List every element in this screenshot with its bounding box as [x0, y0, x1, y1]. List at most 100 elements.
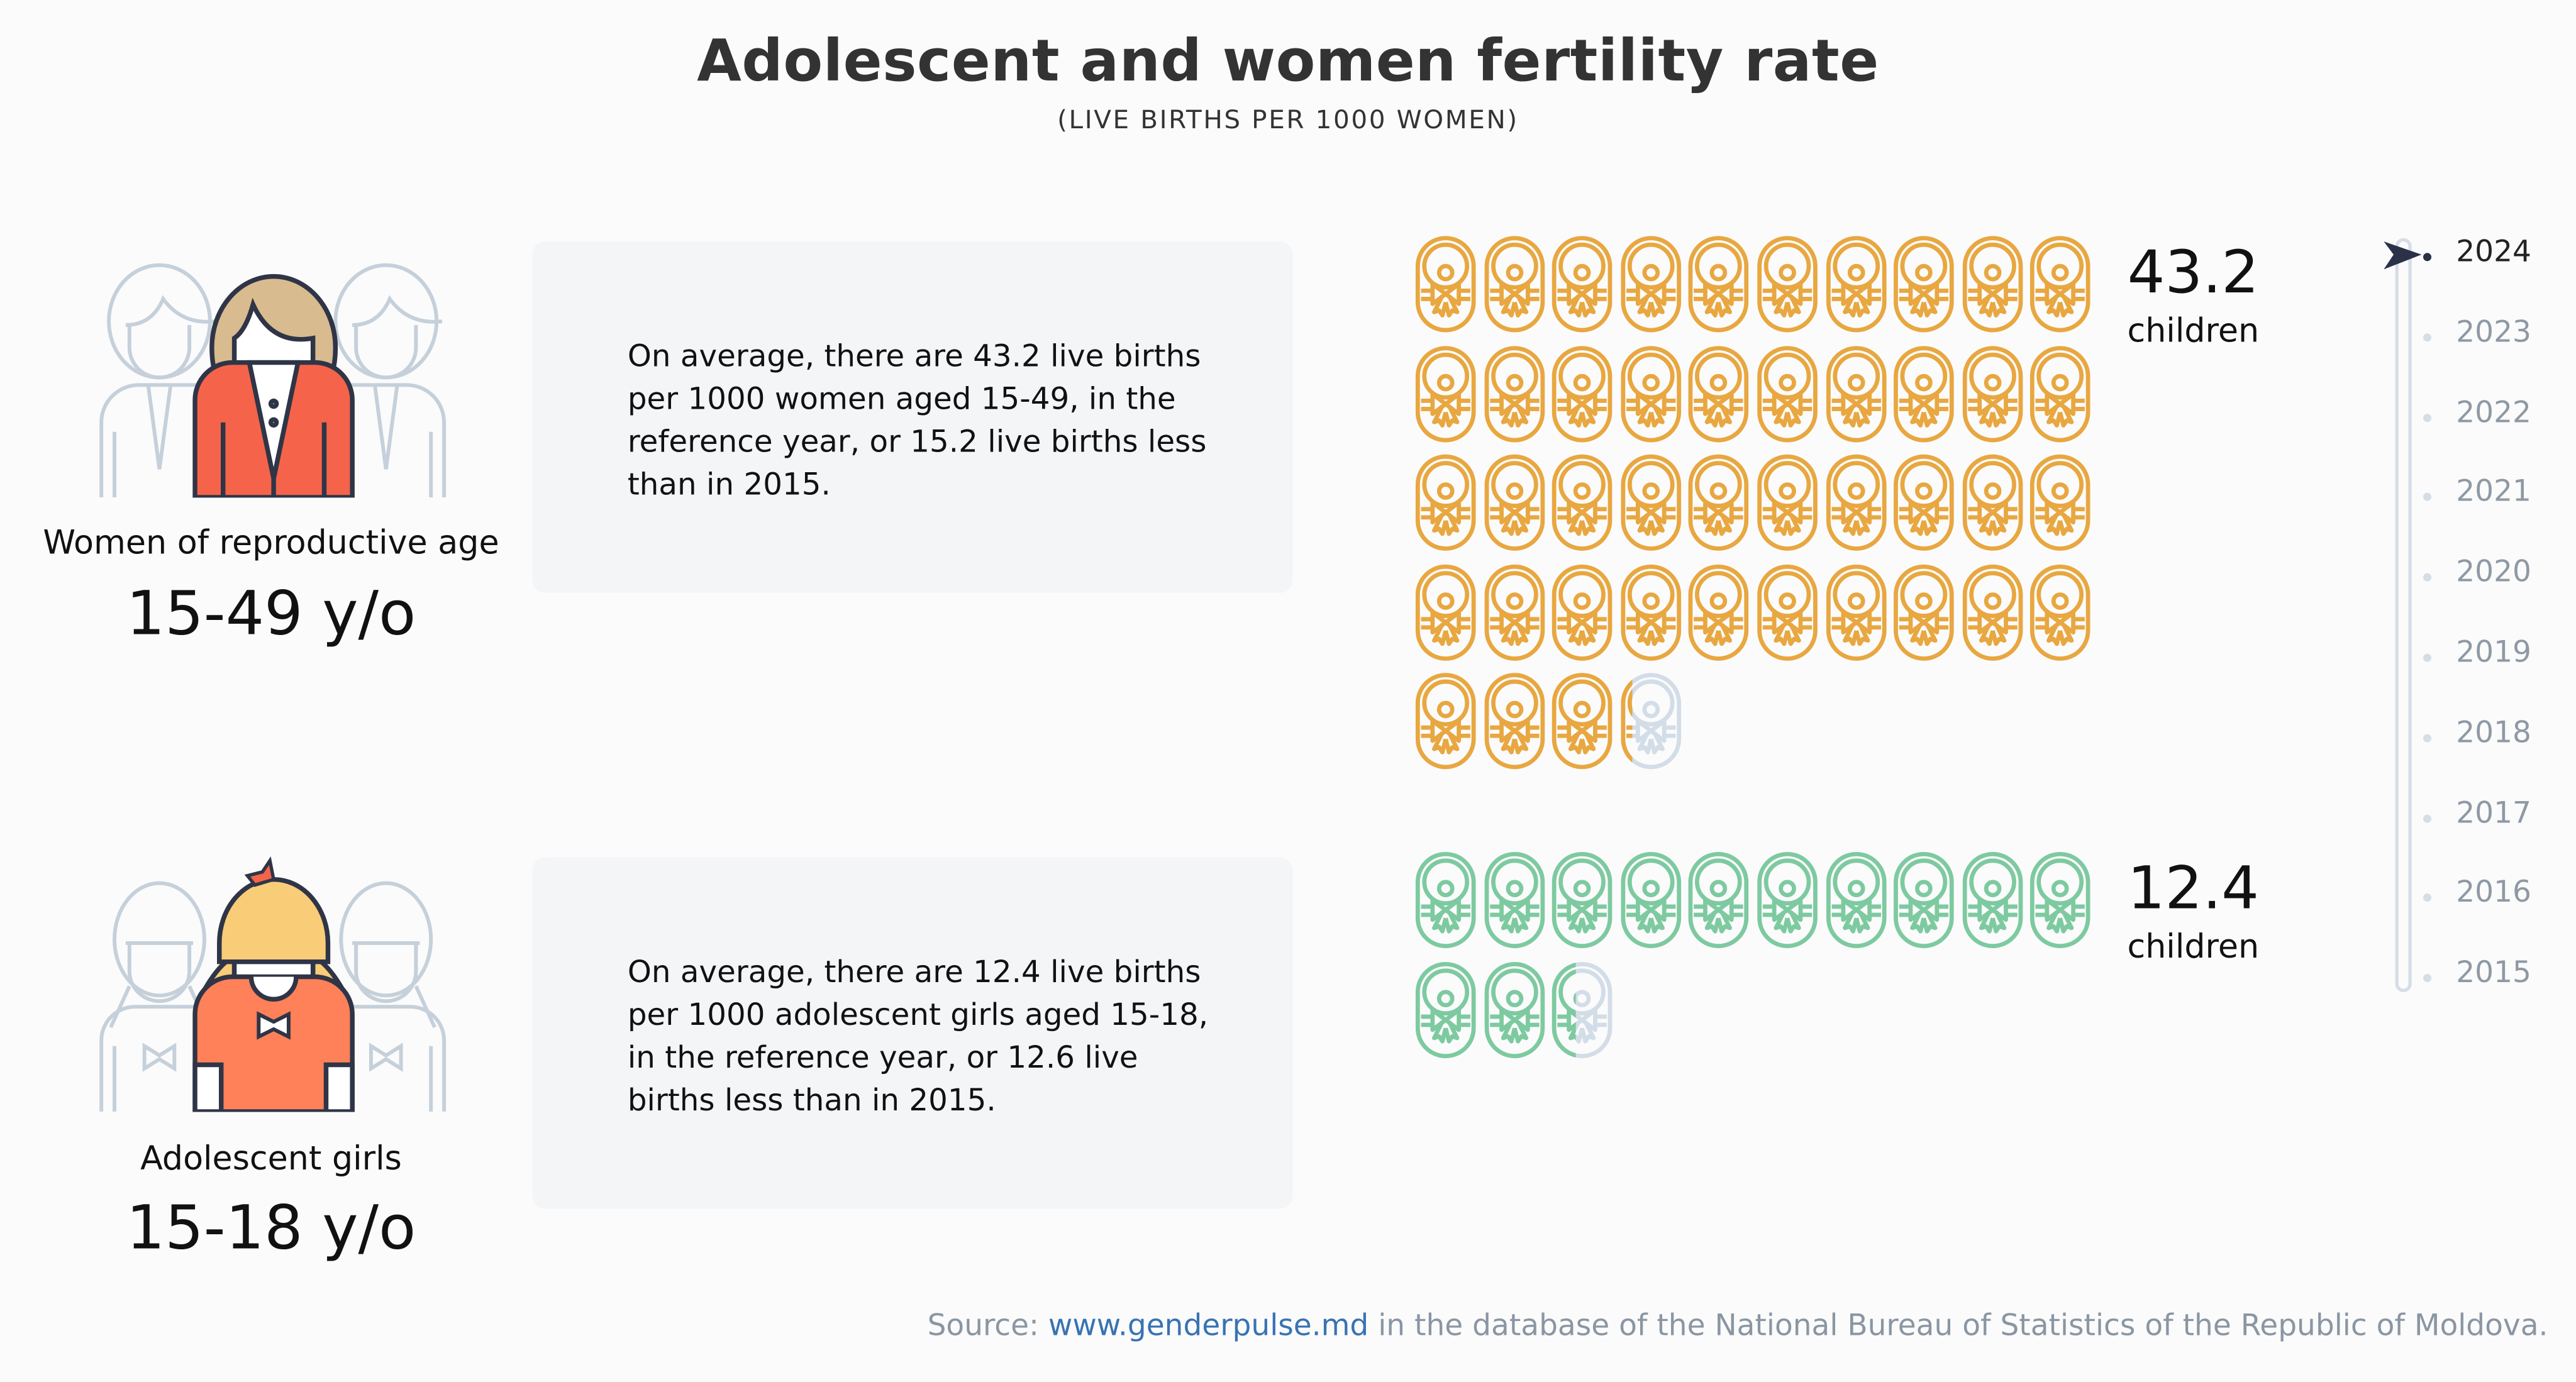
- baby-icon: [1757, 454, 1818, 551]
- baby-icon: [1825, 563, 1886, 660]
- source-note: Source: www.genderpulse.md in the databa…: [928, 1309, 2548, 1344]
- baby-icon: [1620, 851, 1681, 949]
- timeline-year-2022[interactable]: 2022: [2456, 395, 2531, 430]
- baby-icon: [1689, 563, 1750, 660]
- baby-icon: [2030, 236, 2091, 333]
- baby-icon: [1894, 851, 1955, 949]
- timeline-year-2017[interactable]: 2017: [2456, 795, 2531, 831]
- timeline-year-2021[interactable]: 2021: [2456, 475, 2531, 510]
- timeline-year-2020[interactable]: 2020: [2456, 555, 2531, 590]
- baby-icon: [1415, 345, 1476, 442]
- timeline-year-2016[interactable]: 2016: [2456, 876, 2531, 911]
- timeline-dot-2022[interactable]: [2423, 413, 2432, 422]
- timeline-dot-2018[interactable]: [2423, 734, 2432, 743]
- baby-icon: [1415, 563, 1476, 660]
- baby-icon: [1484, 345, 1545, 442]
- unit-women: children: [2127, 310, 2260, 350]
- page-title: Adolescent and women fertility rate: [697, 30, 1879, 96]
- baby-icon: [1552, 851, 1613, 949]
- baby-icon: [1757, 345, 1818, 442]
- baby-icon: [2030, 345, 2091, 442]
- baby-icon: [1689, 851, 1750, 949]
- baby-icon: [1962, 345, 2023, 442]
- timeline-dot-2021[interactable]: [2423, 493, 2432, 502]
- baby-icon: [1552, 345, 1613, 442]
- baby-icon: [1415, 673, 1476, 770]
- timeline-dot-2019[interactable]: [2423, 653, 2432, 662]
- baby-icon: [1962, 454, 2023, 551]
- group-age-girls: 15-18 y/o: [126, 1192, 416, 1263]
- baby-icon: [1415, 236, 1476, 333]
- baby-icon: [1894, 454, 1955, 551]
- timeline-dot-2024[interactable]: [2423, 253, 2432, 262]
- timeline-track[interactable]: [2395, 238, 2412, 992]
- baby-icon: [1620, 454, 1681, 551]
- value-girls: 12.4: [2127, 855, 2259, 924]
- baby-icon: [1620, 236, 1681, 333]
- timeline-dot-2017[interactable]: [2423, 814, 2432, 822]
- baby-icon: [1962, 563, 2023, 660]
- timeline-dot-2016[interactable]: [2423, 894, 2432, 903]
- timeline-dot-2023[interactable]: [2423, 333, 2432, 341]
- group-label-women: Women of reproductive age: [43, 522, 499, 562]
- timeline-year-2024[interactable]: 2024: [2456, 235, 2531, 270]
- source-link[interactable]: www.genderpulse.md: [1048, 1308, 1369, 1344]
- baby-icon: [1825, 345, 1886, 442]
- baby-icon: [1894, 345, 1955, 442]
- baby-icon: [1552, 236, 1613, 333]
- women-group-illustration: [99, 263, 447, 498]
- baby-icon: [1962, 236, 2023, 333]
- baby-icon: [1415, 851, 1476, 949]
- baby-icon: [1825, 236, 1886, 333]
- baby-icon: [1484, 851, 1545, 949]
- baby-icon: [1757, 236, 1818, 333]
- baby-icon: [1552, 673, 1613, 770]
- baby-icon: [1825, 454, 1886, 551]
- baby-icon: [2030, 454, 2091, 551]
- baby-icon: [1552, 454, 1613, 551]
- baby-icon: [1757, 851, 1818, 949]
- baby-icon: [1484, 236, 1545, 333]
- baby-icon: [1620, 563, 1681, 660]
- baby-icon: [1415, 454, 1476, 551]
- baby-icon: [2030, 563, 2091, 660]
- baby-icon: [2030, 851, 2091, 949]
- description-box-women: On average, there are 43.2 live births p…: [532, 241, 1293, 594]
- baby-icon: [1484, 673, 1545, 770]
- value-women: 43.2: [2127, 240, 2259, 307]
- source-prefix: Source:: [927, 1308, 1048, 1344]
- baby-icon: [1484, 961, 1545, 1058]
- timeline-year-2018[interactable]: 2018: [2456, 716, 2531, 751]
- baby-icon: [1484, 563, 1545, 660]
- description-girls: On average, there are 12.4 live births p…: [627, 956, 1209, 1119]
- baby-icon: [1620, 345, 1681, 442]
- baby-icon: [1415, 961, 1476, 1058]
- unit-girls: children: [2127, 926, 2260, 966]
- baby-icon: [1825, 851, 1886, 949]
- timeline-dot-2015[interactable]: [2423, 974, 2432, 983]
- baby-icon: [1894, 236, 1955, 333]
- page-subtitle: (LIVE BIRTHS PER 1000 WOMEN): [1057, 105, 1519, 135]
- description-women: On average, there are 43.2 live births p…: [627, 340, 1207, 503]
- baby-icon: [1620, 673, 1681, 770]
- year-timeline[interactable]: 2024 2023 2022 2021 2020 2019 2018 2017 2016 2015: [2382, 230, 2576, 1002]
- group-age-women: 15-49 y/o: [126, 578, 416, 649]
- baby-icon: [1894, 563, 1955, 660]
- group-label-girls: Adolescent girls: [140, 1138, 402, 1178]
- baby-icon: [1689, 236, 1750, 333]
- source-suffix: in the database of the National Bureau o…: [1368, 1308, 2548, 1344]
- timeline-year-2019[interactable]: 2019: [2456, 635, 2531, 670]
- baby-icon: [1689, 454, 1750, 551]
- timeline-dot-2020[interactable]: [2423, 573, 2432, 582]
- baby-icon: [1962, 851, 2023, 949]
- girls-group-illustration: [99, 856, 447, 1112]
- baby-icon: [1552, 563, 1613, 660]
- description-box-girls: On average, there are 12.4 live births p…: [532, 857, 1293, 1209]
- baby-icon: [1757, 563, 1818, 660]
- baby-icon: [1484, 454, 1545, 551]
- timeline-year-2015[interactable]: 2015: [2456, 956, 2531, 991]
- timeline-year-2023[interactable]: 2023: [2456, 315, 2531, 350]
- timeline-pointer-icon[interactable]: [2382, 241, 2425, 271]
- baby-icon: [1552, 961, 1613, 1058]
